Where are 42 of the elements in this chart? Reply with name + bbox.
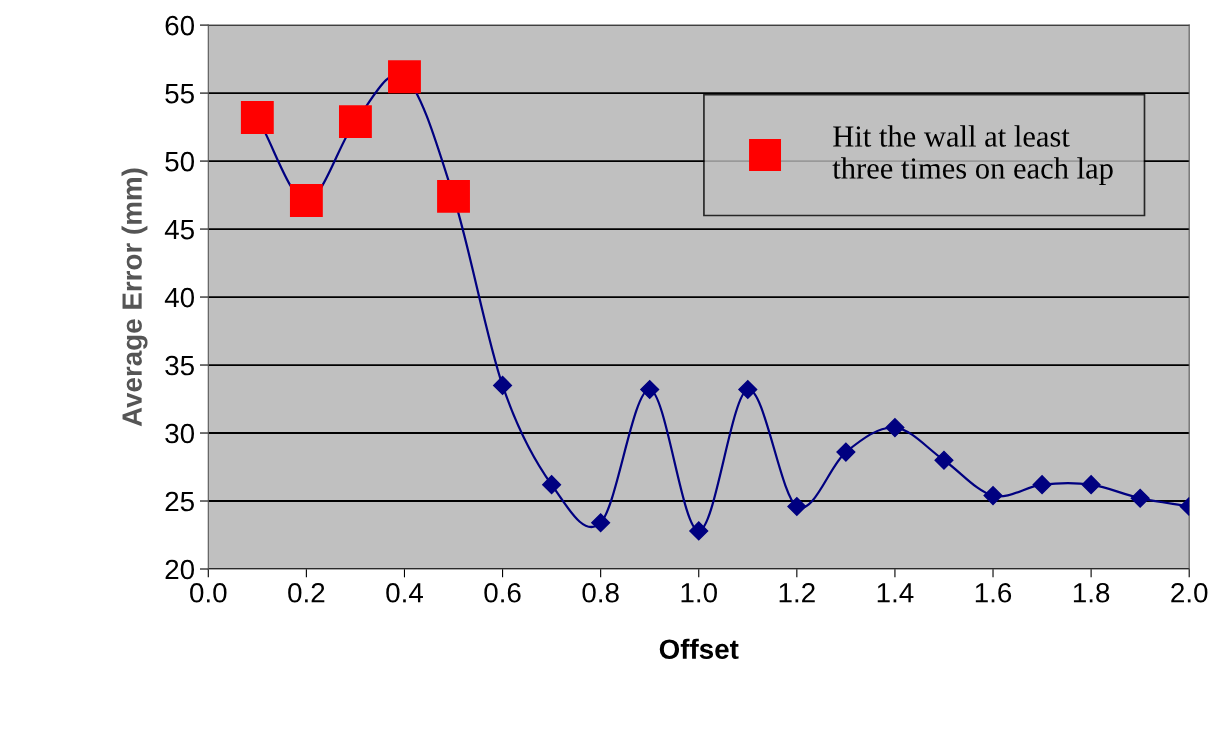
point (738, 379, 758, 400)
point (885, 418, 905, 438)
y-tick-label: 55 (165, 84, 194, 104)
x-tick-label: 1.8 (1073, 582, 1110, 603)
point (240, 101, 274, 134)
point (493, 375, 513, 395)
point (437, 179, 470, 213)
point (983, 486, 1003, 506)
point (289, 184, 323, 217)
point (542, 475, 562, 495)
point (836, 442, 856, 462)
y-tick-label: 60 (165, 15, 195, 36)
x-tick-label: 0.4 (386, 582, 423, 603)
x-tick-label: 0.6 (484, 582, 521, 603)
legend-label: Hit the wall at least three times on each lap (832, 125, 1113, 185)
y-axis-title: Average Error (mm) (121, 168, 148, 427)
point (787, 496, 807, 516)
point (591, 513, 611, 533)
y-tick-label: 30 (165, 423, 195, 444)
point (934, 450, 954, 470)
x-tick-label: 1.0 (681, 582, 717, 603)
y-tick-label: 40 (164, 287, 195, 308)
x-tick-label: 2.0 (1171, 582, 1208, 603)
x-tick-label: 1.4 (877, 583, 914, 603)
y-tick-label: 45 (164, 220, 194, 240)
x-tick-label: 1.6 (975, 582, 1012, 603)
point (1130, 488, 1150, 508)
x-axis-title: Offset (659, 638, 739, 660)
point (640, 379, 660, 400)
point (388, 60, 421, 94)
x-tick-label: 0.8 (582, 582, 619, 603)
y-tick-label: 20 (165, 559, 195, 580)
x-tick-label: 0.0 (190, 582, 227, 603)
y-tick-label: 50 (165, 151, 195, 172)
point (339, 105, 372, 139)
point (1032, 475, 1052, 495)
x-tick-label: 0.2 (288, 582, 325, 603)
point (689, 521, 709, 541)
x-tick-label: 1.2 (779, 582, 815, 603)
y-tick-label: 35 (165, 355, 194, 376)
point (1081, 475, 1101, 495)
y-tick-label: 25 (165, 491, 194, 512)
